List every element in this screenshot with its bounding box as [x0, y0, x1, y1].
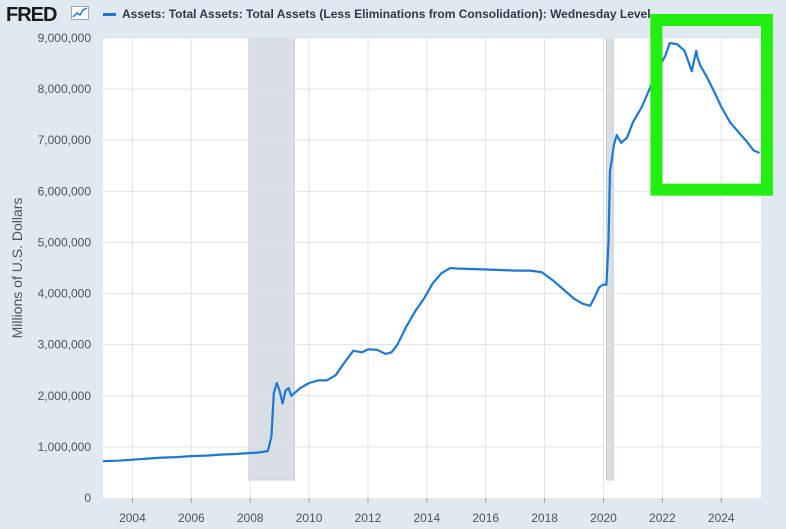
y-tick-label: 9,000,000 [38, 31, 92, 45]
x-tick-label: 2008 [237, 511, 264, 525]
y-tick-label: 7,000,000 [38, 133, 92, 147]
legend[interactable]: Assets: Total Assets: Total Assets (Less… [103, 7, 651, 21]
x-tick-label: 2022 [649, 511, 676, 525]
y-tick-label: 6,000,000 [38, 184, 92, 198]
sparkline-icon [71, 6, 89, 20]
x-tick-label: 2020 [590, 511, 617, 525]
y-tick-label: 2,000,000 [38, 389, 92, 403]
y-tick-label: 4,000,000 [38, 287, 92, 301]
y-tick-label: 8,000,000 [38, 82, 92, 96]
x-tick-label: 2024 [708, 511, 735, 525]
x-tick-label: 2016 [472, 511, 499, 525]
highlight-box [650, 14, 773, 196]
x-tick-label: 2014 [413, 511, 440, 525]
y-tick-label: 3,000,000 [38, 338, 92, 352]
y-axis-label: Millions of U.S. Dollars [9, 198, 25, 339]
x-tick-label: 2012 [355, 511, 382, 525]
y-tick-label: 0 [84, 491, 91, 505]
legend-label: Assets: Total Assets: Total Assets (Less… [122, 7, 651, 21]
x-tick-label: 2004 [119, 511, 146, 525]
x-tick-label: 2018 [531, 511, 558, 525]
legend-swatch [103, 12, 116, 16]
x-tick-label: 2010 [296, 511, 323, 525]
chart-header: FRED Assets: Total Assets: Total Assets … [0, 0, 786, 34]
y-tick-label: 5,000,000 [38, 235, 92, 249]
x-tick-label: 2006 [178, 511, 205, 525]
fred-logo: FRED [6, 4, 57, 26]
series-line-total-assets [102, 42, 760, 463]
y-tick-label: 1,000,000 [38, 440, 92, 454]
recession-band-1 [248, 37, 295, 481]
